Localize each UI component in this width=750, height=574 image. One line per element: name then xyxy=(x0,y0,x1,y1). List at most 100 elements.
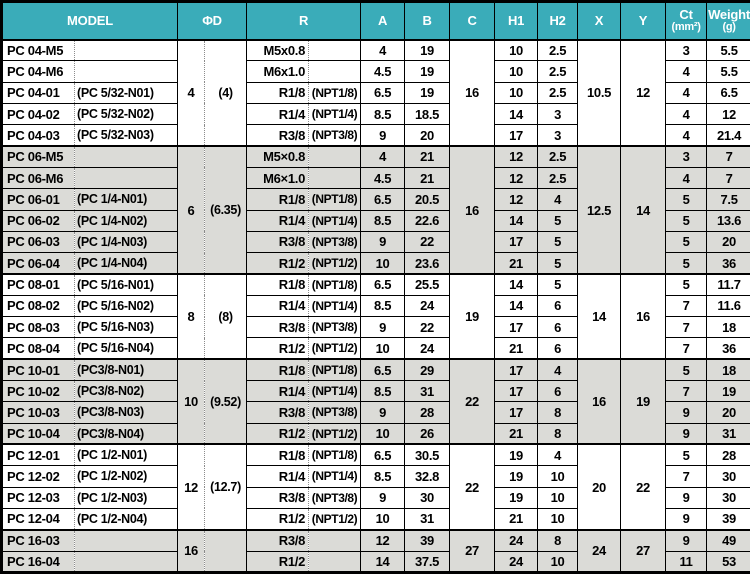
a-cell: 4.5 xyxy=(360,166,406,190)
model-cell: PC 08-01 xyxy=(1,272,75,296)
npt-thread-cell: (NPT1/8) xyxy=(308,358,362,382)
a-cell: 8.5 xyxy=(360,209,406,232)
h1-cell: 12 xyxy=(494,188,539,211)
col-header-label: B xyxy=(422,12,432,28)
h2-cell: 4 xyxy=(537,443,579,467)
y-cell: 16 xyxy=(620,272,667,360)
h2-cell: 5 xyxy=(537,230,579,254)
b-cell: 23.6 xyxy=(404,252,451,275)
h1-cell: 24 xyxy=(494,528,539,552)
weight-cell: 49 xyxy=(706,528,750,552)
model-cell: PC 12-04 xyxy=(1,507,75,531)
col-header-unit: (mm²) xyxy=(671,21,701,34)
table-row: PC 12-03 (PC 1/2-N03) R3/8 (NPT3/8) 9 30 19 10 9… xyxy=(1,486,750,509)
model-cell: PC 10-03 xyxy=(1,401,75,424)
npt-thread-cell: (NPT3/8) xyxy=(308,401,362,424)
h1-cell: 14 xyxy=(494,294,539,318)
b-cell: 32.8 xyxy=(404,465,451,488)
b-cell: 31 xyxy=(404,379,451,403)
weight-cell: 53 xyxy=(706,550,750,573)
a-cell: 6.5 xyxy=(360,81,406,104)
weight-cell: 13.6 xyxy=(706,209,750,232)
c-cell: 19 xyxy=(449,272,496,360)
weight-cell: 12 xyxy=(706,102,750,126)
h1-cell: 10 xyxy=(494,38,539,62)
a-cell: 9 xyxy=(360,401,406,424)
h1-cell: 14 xyxy=(494,209,539,232)
ct-cell: 11 xyxy=(665,550,708,573)
x-cell: 10.5 xyxy=(577,38,622,147)
model-cell: PC 10-04 xyxy=(1,422,75,445)
b-cell: 39 xyxy=(404,528,451,552)
x-cell: 14 xyxy=(577,272,622,360)
model-cell: PC 16-03 xyxy=(1,528,75,552)
r-thread-cell: R3/8 xyxy=(246,401,310,424)
col-header-label: H2 xyxy=(549,12,566,28)
r-thread-cell: R3/8 xyxy=(246,230,310,254)
c-cell: 22 xyxy=(449,443,496,531)
model-cell: PC 06-02 xyxy=(1,209,75,232)
table-header: MODEL ΦD R A B C H1 H2 X Y Ct (mm²) Weight (g) xyxy=(0,1,750,41)
r-thread-cell: R3/8 xyxy=(246,486,310,509)
table-row: PC 08-02 (PC 5/16-N02) R1/4 (NPT1/4) 8.5 24 14… xyxy=(1,294,750,318)
model-paren-cell xyxy=(73,528,179,552)
h1-cell: 10 xyxy=(494,60,539,83)
model-cell: PC 12-02 xyxy=(1,465,75,488)
model-paren-cell: (PC 5/16-N03) xyxy=(73,316,179,339)
a-cell: 6.5 xyxy=(360,358,406,382)
b-cell: 30.5 xyxy=(404,443,451,467)
h2-cell: 10 xyxy=(537,550,579,573)
h1-cell: 17 xyxy=(494,124,539,147)
model-cell: PC 08-02 xyxy=(1,294,75,318)
ct-cell: 9 xyxy=(665,401,708,424)
model-cell: PC 10-01 xyxy=(1,358,75,382)
h1-cell: 14 xyxy=(494,272,539,296)
weight-cell: 20 xyxy=(706,401,750,424)
a-cell: 6.5 xyxy=(360,188,406,211)
h2-cell: 4 xyxy=(537,358,579,382)
weight-cell: 7 xyxy=(706,145,750,168)
model-cell: PC 04-01 xyxy=(1,81,75,104)
r-thread-cell: R3/8 xyxy=(246,124,310,147)
h2-cell: 10 xyxy=(537,507,579,531)
model-paren-cell xyxy=(73,145,179,168)
model-paren-cell: (PC 1/4-N01) xyxy=(73,188,179,211)
c-cell: 16 xyxy=(449,38,496,147)
npt-thread-cell: (NPT1/4) xyxy=(308,379,362,403)
phi-d-value-cell: 6 xyxy=(177,145,206,275)
npt-thread-cell xyxy=(308,38,362,62)
a-cell: 10 xyxy=(360,252,406,275)
b-cell: 25.5 xyxy=(404,272,451,296)
table-row: PC 06-01 (PC 1/4-N01) R1/8 (NPT1/8) 6.5 20.5 1… xyxy=(1,188,750,211)
table-row: PC 06-M5 6 (6.35) M5×0.8 4 21 16 12 2.5 12.5 14 3 7 xyxy=(1,145,750,275)
r-thread-cell: M6×1.0 xyxy=(246,166,310,190)
h1-cell: 12 xyxy=(494,145,539,168)
model-cell: PC 06-M5 xyxy=(1,145,75,168)
model-paren-cell: (PC 1/2-N01) xyxy=(73,443,179,467)
h2-cell: 5 xyxy=(537,209,579,232)
h2-cell: 2.5 xyxy=(537,38,579,62)
weight-cell: 6.5 xyxy=(706,81,750,104)
a-cell: 6.5 xyxy=(360,272,406,296)
npt-thread-cell: (NPT3/8) xyxy=(308,486,362,509)
b-cell: 26 xyxy=(404,422,451,445)
npt-thread-cell: (NPT1/2) xyxy=(308,422,362,445)
h2-cell: 6 xyxy=(537,337,579,360)
model-paren-cell: (PC 1/2-N04) xyxy=(73,507,179,531)
model-paren-cell xyxy=(73,550,179,573)
r-thread-cell: R1/2 xyxy=(246,507,310,531)
a-cell: 8.5 xyxy=(360,102,406,126)
phi-d-inch-cell xyxy=(204,528,248,573)
col-header-label: C xyxy=(467,12,477,28)
model-paren-cell: (PC 1/4-N04) xyxy=(73,252,179,275)
a-cell: 14 xyxy=(360,550,406,573)
h1-cell: 17 xyxy=(494,401,539,424)
b-cell: 21 xyxy=(404,166,451,190)
a-cell: 8.5 xyxy=(360,465,406,488)
ct-cell: 4 xyxy=(665,60,708,83)
h1-cell: 10 xyxy=(494,81,539,104)
model-paren-cell: (PC 5/16-N02) xyxy=(73,294,179,318)
a-cell: 9 xyxy=(360,124,406,147)
weight-cell: 36 xyxy=(706,252,750,275)
h1-cell: 17 xyxy=(494,230,539,254)
